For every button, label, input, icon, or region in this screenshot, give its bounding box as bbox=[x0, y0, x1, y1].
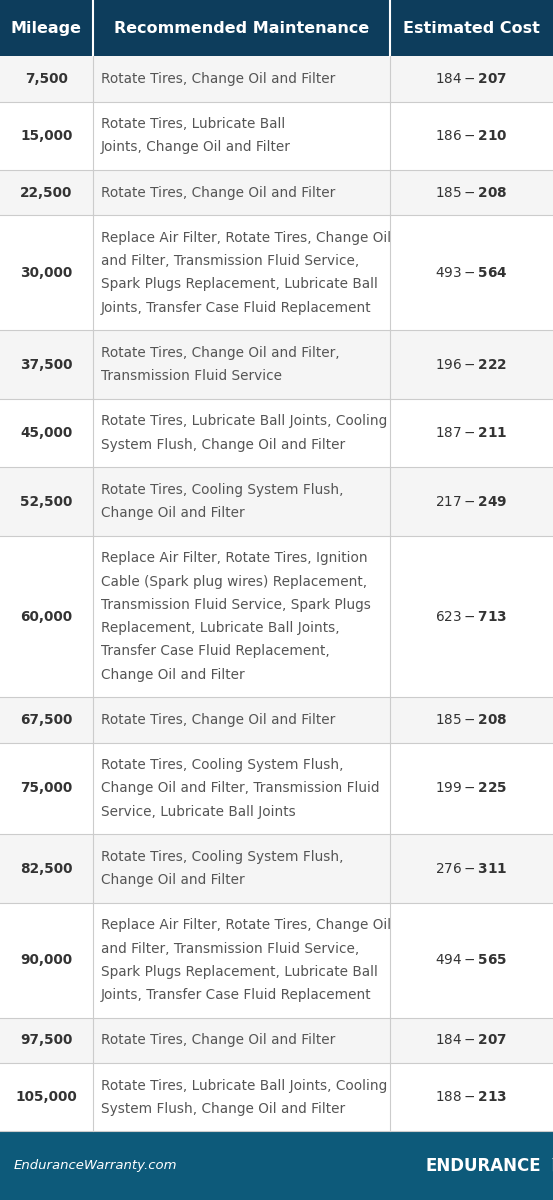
Text: 15,000: 15,000 bbox=[20, 128, 72, 143]
Bar bbox=[0, 1063, 553, 1132]
Text: $184 - $207: $184 - $207 bbox=[435, 72, 508, 86]
Bar bbox=[0, 398, 553, 467]
Text: $494 - $565: $494 - $565 bbox=[435, 953, 508, 967]
Text: Rotate Tires, Lubricate Ball Joints, Cooling: Rotate Tires, Lubricate Ball Joints, Coo… bbox=[101, 1079, 387, 1093]
Text: Change Oil and Filter: Change Oil and Filter bbox=[101, 506, 244, 520]
Text: 90,000: 90,000 bbox=[20, 953, 72, 967]
Text: Cable (Spark plug wires) Replacement,: Cable (Spark plug wires) Replacement, bbox=[101, 575, 367, 589]
Bar bbox=[0, 1018, 553, 1063]
Text: ENDURANCE: ENDURANCE bbox=[425, 1157, 541, 1175]
Text: Service, Lubricate Ball Joints: Service, Lubricate Ball Joints bbox=[101, 805, 296, 818]
Text: Estimated Cost: Estimated Cost bbox=[403, 20, 540, 36]
Text: $217 - $249: $217 - $249 bbox=[435, 494, 508, 509]
Text: Rotate Tires, Change Oil and Filter: Rotate Tires, Change Oil and Filter bbox=[101, 1033, 335, 1048]
Text: 30,000: 30,000 bbox=[20, 265, 72, 280]
Text: Rotate Tires, Cooling System Flush,: Rotate Tires, Cooling System Flush, bbox=[101, 850, 343, 864]
Text: $186 - $210: $186 - $210 bbox=[435, 128, 508, 143]
Text: $196 - $222: $196 - $222 bbox=[435, 358, 508, 372]
Text: $185 - $208: $185 - $208 bbox=[435, 186, 508, 199]
Text: Joints, Transfer Case Fluid Replacement: Joints, Transfer Case Fluid Replacement bbox=[101, 988, 372, 1002]
Text: $187 - $211: $187 - $211 bbox=[435, 426, 508, 440]
Text: System Flush, Change Oil and Filter: System Flush, Change Oil and Filter bbox=[101, 438, 345, 451]
Text: 105,000: 105,000 bbox=[15, 1091, 77, 1104]
Text: Recommended Maintenance: Recommended Maintenance bbox=[114, 20, 369, 36]
Text: and Filter, Transmission Fluid Service,: and Filter, Transmission Fluid Service, bbox=[101, 254, 359, 268]
Bar bbox=[0, 56, 553, 102]
Text: System Flush, Change Oil and Filter: System Flush, Change Oil and Filter bbox=[101, 1102, 345, 1116]
Text: EnduranceWarranty.com: EnduranceWarranty.com bbox=[14, 1159, 178, 1172]
Text: 52,500: 52,500 bbox=[20, 494, 72, 509]
Bar bbox=[0, 535, 553, 697]
Text: Change Oil and Filter, Transmission Fluid: Change Oil and Filter, Transmission Flui… bbox=[101, 781, 379, 796]
Text: Replace Air Filter, Rotate Tires, Change Oil: Replace Air Filter, Rotate Tires, Change… bbox=[101, 230, 391, 245]
Text: Replace Air Filter, Rotate Tires, Ignition: Replace Air Filter, Rotate Tires, Igniti… bbox=[101, 552, 368, 565]
Text: ⚑: ⚑ bbox=[543, 1157, 553, 1175]
Bar bbox=[0, 215, 553, 330]
Text: Rotate Tires, Lubricate Ball: Rotate Tires, Lubricate Ball bbox=[101, 118, 285, 131]
Bar bbox=[0, 170, 553, 215]
Text: $184 - $207: $184 - $207 bbox=[435, 1033, 508, 1048]
Text: Rotate Tires, Change Oil and Filter,: Rotate Tires, Change Oil and Filter, bbox=[101, 346, 340, 360]
Text: Spark Plugs Replacement, Lubricate Ball: Spark Plugs Replacement, Lubricate Ball bbox=[101, 965, 378, 979]
Text: Mileage: Mileage bbox=[11, 20, 82, 36]
Text: $493 - $564: $493 - $564 bbox=[435, 265, 508, 280]
Text: Joints, Change Oil and Filter: Joints, Change Oil and Filter bbox=[101, 140, 291, 155]
Bar bbox=[0, 902, 553, 1018]
Bar bbox=[0, 467, 553, 535]
Bar bbox=[0, 743, 553, 834]
Text: 60,000: 60,000 bbox=[20, 610, 72, 624]
Bar bbox=[0, 697, 553, 743]
Text: Rotate Tires, Cooling System Flush,: Rotate Tires, Cooling System Flush, bbox=[101, 758, 343, 772]
Text: and Filter, Transmission Fluid Service,: and Filter, Transmission Fluid Service, bbox=[101, 942, 359, 955]
Text: $623 - $713: $623 - $713 bbox=[435, 610, 508, 624]
Bar bbox=[0, 834, 553, 902]
Text: 45,000: 45,000 bbox=[20, 426, 72, 440]
Text: $276 - $311: $276 - $311 bbox=[435, 862, 508, 876]
Text: 37,500: 37,500 bbox=[20, 358, 72, 372]
Text: Rotate Tires, Cooling System Flush,: Rotate Tires, Cooling System Flush, bbox=[101, 482, 343, 497]
Text: $188 - $213: $188 - $213 bbox=[435, 1091, 508, 1104]
Text: Transmission Fluid Service: Transmission Fluid Service bbox=[101, 370, 282, 383]
Text: Change Oil and Filter: Change Oil and Filter bbox=[101, 874, 244, 887]
Text: Replace Air Filter, Rotate Tires, Change Oil: Replace Air Filter, Rotate Tires, Change… bbox=[101, 918, 391, 932]
Text: Transfer Case Fluid Replacement,: Transfer Case Fluid Replacement, bbox=[101, 644, 330, 659]
Text: 97,500: 97,500 bbox=[20, 1033, 72, 1048]
Bar bbox=[0, 1132, 553, 1200]
Text: 82,500: 82,500 bbox=[20, 862, 72, 876]
Text: 75,000: 75,000 bbox=[20, 781, 72, 796]
Text: 22,500: 22,500 bbox=[20, 186, 72, 199]
Text: Rotate Tires, Change Oil and Filter: Rotate Tires, Change Oil and Filter bbox=[101, 186, 335, 199]
Bar bbox=[0, 0, 553, 56]
Text: 7,500: 7,500 bbox=[25, 72, 68, 86]
Text: Rotate Tires, Change Oil and Filter: Rotate Tires, Change Oil and Filter bbox=[101, 713, 335, 727]
Text: Joints, Transfer Case Fluid Replacement: Joints, Transfer Case Fluid Replacement bbox=[101, 301, 372, 314]
Text: Rotate Tires, Lubricate Ball Joints, Cooling: Rotate Tires, Lubricate Ball Joints, Coo… bbox=[101, 414, 387, 428]
Text: Spark Plugs Replacement, Lubricate Ball: Spark Plugs Replacement, Lubricate Ball bbox=[101, 277, 378, 292]
Text: Change Oil and Filter: Change Oil and Filter bbox=[101, 667, 244, 682]
Text: Replacement, Lubricate Ball Joints,: Replacement, Lubricate Ball Joints, bbox=[101, 622, 340, 635]
Text: $185 - $208: $185 - $208 bbox=[435, 713, 508, 727]
Bar bbox=[0, 102, 553, 170]
Text: Transmission Fluid Service, Spark Plugs: Transmission Fluid Service, Spark Plugs bbox=[101, 598, 371, 612]
Text: Rotate Tires, Change Oil and Filter: Rotate Tires, Change Oil and Filter bbox=[101, 72, 335, 86]
Text: 67,500: 67,500 bbox=[20, 713, 72, 727]
Text: $199 - $225: $199 - $225 bbox=[435, 781, 508, 796]
Bar bbox=[0, 330, 553, 398]
